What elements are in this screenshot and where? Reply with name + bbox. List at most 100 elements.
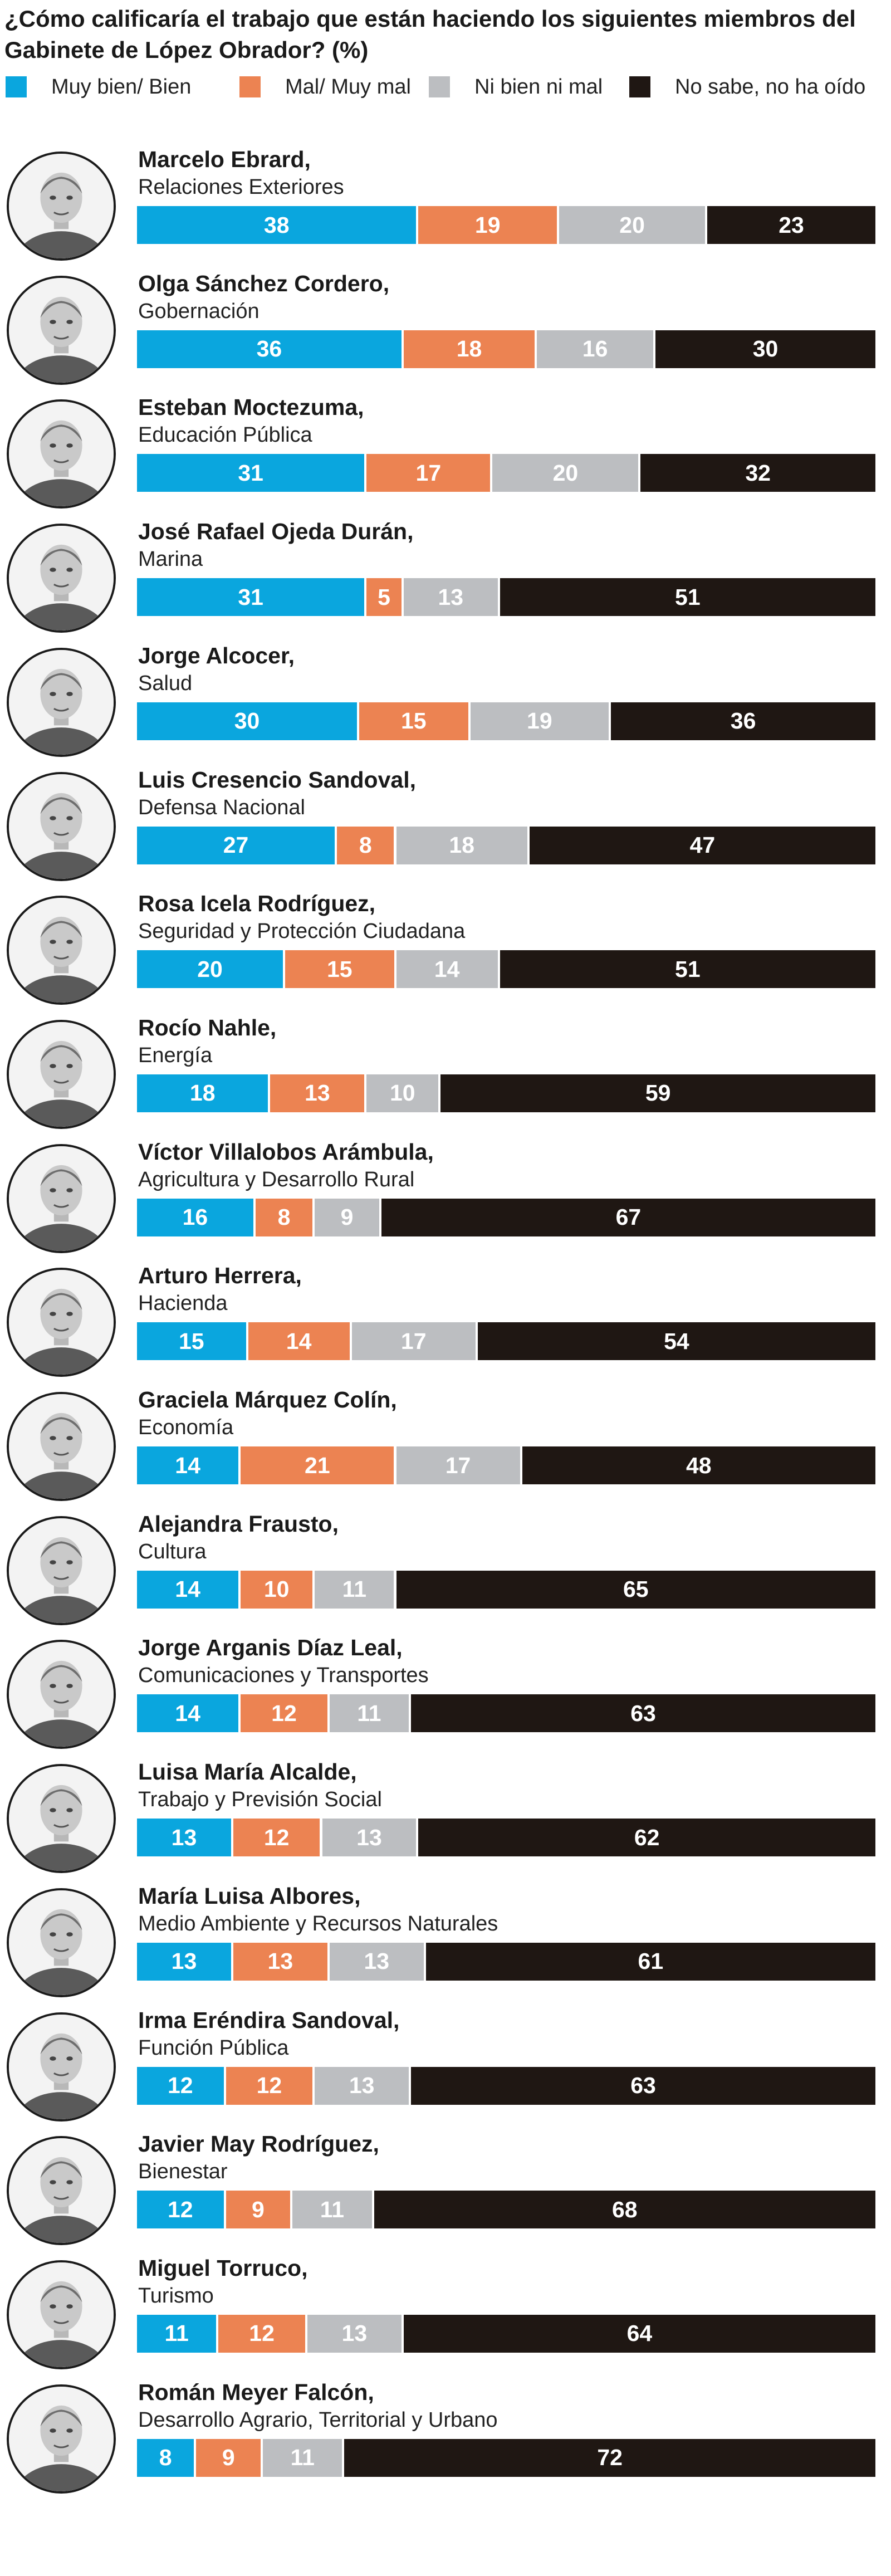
portrait-icon xyxy=(9,1642,114,1747)
avatar xyxy=(7,1764,116,1874)
member-ministry: Función Pública xyxy=(138,2036,289,2060)
member-ministry: Energía xyxy=(138,1043,213,1067)
portrait-icon xyxy=(9,2262,114,2367)
avatar xyxy=(7,647,116,757)
portrait-icon xyxy=(9,649,114,755)
bar-segment: 64 xyxy=(403,2314,875,2353)
bar-segment: 13 xyxy=(307,2314,402,2353)
legend-label: No sabe, no ha oído xyxy=(675,75,866,99)
member-name: Marcelo Ebrard, xyxy=(138,146,311,172)
chart-title: ¿Cómo calificaría el trabajo que están h… xyxy=(4,6,856,63)
member-ministry: Economía xyxy=(138,1416,234,1439)
bar-segment: 51 xyxy=(500,950,875,989)
cabinet-member-row: Miguel Torruco, Turismo 11 12 13 64 xyxy=(0,2252,891,2376)
bar-segment: 54 xyxy=(477,1322,875,1361)
bar-segment: 9 xyxy=(226,2191,291,2229)
cabinet-member-row: Rocío Nahle, Energía 18 13 10 59 xyxy=(0,1012,891,1136)
member-name: Javier May Rodríguez, xyxy=(138,2131,379,2157)
stacked-bar: 30 15 19 36 xyxy=(136,702,877,740)
bar-segment: 15 xyxy=(285,950,394,989)
bar-segment: 17 xyxy=(396,1446,520,1484)
cabinet-member-row: Alejandra Frausto, Cultura 14 10 11 65 xyxy=(0,1508,891,1632)
bar-segment: 11 xyxy=(292,2191,372,2229)
cabinet-member-row: Esteban Moctezuma, Educación Pública 31 17 2… xyxy=(0,392,891,515)
portrait-icon xyxy=(9,1518,114,1623)
bar-segment: 9 xyxy=(196,2438,261,2477)
bar-segment: 13 xyxy=(137,1819,231,1857)
portrait-icon xyxy=(9,2014,114,2119)
bar-segment: 32 xyxy=(640,454,875,492)
bar-segment: 13 xyxy=(315,2066,409,2105)
stacked-bar: 11 12 13 64 xyxy=(136,2314,877,2353)
portrait-icon xyxy=(9,154,114,258)
portrait-icon xyxy=(9,1270,114,1375)
bar-segment: 30 xyxy=(655,330,875,368)
bar-segment: 11 xyxy=(329,1694,409,1733)
member-name: María Luisa Albores, xyxy=(138,1883,361,1909)
bar-segment: 65 xyxy=(396,1570,875,1609)
bar-segment: 20 xyxy=(137,950,283,989)
avatar xyxy=(7,275,116,385)
cabinet-member-row: Marcelo Ebrard, Relaciones Exteriores 38 19… xyxy=(0,144,891,267)
bar-segment: 13 xyxy=(270,1074,365,1112)
avatar xyxy=(7,1143,116,1253)
portrait-icon xyxy=(9,526,114,631)
legend-swatch xyxy=(429,76,450,97)
avatar xyxy=(7,1019,116,1129)
avatar xyxy=(7,399,116,509)
bar-segment: 63 xyxy=(411,2066,875,2105)
bar-segment: 12 xyxy=(218,2314,305,2353)
bar-segment: 14 xyxy=(248,1322,350,1361)
bar-segment: 14 xyxy=(137,1570,239,1609)
legend-swatch xyxy=(6,76,27,97)
avatar xyxy=(7,2136,116,2246)
bar-segment: 17 xyxy=(351,1322,476,1361)
cabinet-member-row: Román Meyer Falcón, Desarrollo Agrario, T… xyxy=(0,2377,891,2500)
cabinet-member-row: Rosa Icela Rodríguez, Seguridad y Protecc… xyxy=(0,888,891,1011)
bar-segment: 12 xyxy=(137,2191,224,2229)
bar-segment: 15 xyxy=(137,1322,246,1361)
member-ministry: Turismo xyxy=(138,2284,214,2308)
stacked-bar: 12 12 13 63 xyxy=(136,2066,877,2105)
cabinet-member-row: Javier May Rodríguez, Bienestar 12 9 11 68 xyxy=(0,2128,891,2252)
bar-segment: 59 xyxy=(440,1074,875,1112)
avatar xyxy=(7,1888,116,1997)
bar-segment: 11 xyxy=(263,2438,342,2477)
stacked-bar: 14 12 11 63 xyxy=(136,1694,877,1733)
avatar xyxy=(7,2012,116,2122)
legend-label: Ni bien ni mal xyxy=(474,75,603,99)
member-name: José Rafael Ojeda Durán, xyxy=(138,519,414,545)
stacked-bar: 20 15 14 51 xyxy=(136,950,877,989)
cabinet-member-row: Víctor Villalobos Arámbula, Agricultura y… xyxy=(0,1136,891,1260)
member-ministry: Gobernación xyxy=(138,299,260,323)
member-name: Víctor Villalobos Arámbula, xyxy=(138,1138,434,1165)
cabinet-member-row: Olga Sánchez Cordero, Gobernación 36 18 16 30 xyxy=(0,268,891,392)
portrait-icon xyxy=(9,774,114,879)
bar-segment: 20 xyxy=(492,454,639,492)
member-name: Olga Sánchez Cordero, xyxy=(138,270,390,296)
bar-segment: 16 xyxy=(537,330,653,368)
member-name: Arturo Herrera, xyxy=(138,1263,302,1289)
stacked-bar: 38 19 20 23 xyxy=(136,206,877,244)
bar-segment: 18 xyxy=(137,1074,268,1112)
bar-segment: 47 xyxy=(529,826,875,864)
avatar xyxy=(7,2384,116,2494)
portrait-icon xyxy=(9,277,114,383)
portrait-icon xyxy=(9,1766,114,1871)
bar-segment: 51 xyxy=(500,578,875,617)
cabinet-member-row: Luisa María Alcalde, Trabajo y Previsión … xyxy=(0,1756,891,1880)
cabinet-member-row: José Rafael Ojeda Durán, Marina 31 5 13 51 xyxy=(0,516,891,639)
bar-segment: 13 xyxy=(322,1819,417,1857)
bar-segment: 10 xyxy=(366,1074,439,1112)
member-name: Irma Eréndira Sandoval, xyxy=(138,2007,400,2033)
bar-segment: 5 xyxy=(366,578,402,617)
bar-segment: 20 xyxy=(559,206,706,244)
member-ministry: Educación Pública xyxy=(138,423,312,447)
member-ministry: Trabajo y Previsión Social xyxy=(138,1788,382,1812)
member-ministry: Hacienda xyxy=(138,1292,228,1316)
legend-label: Muy bien/ Bien xyxy=(51,75,192,99)
cabinet-member-row: Arturo Herrera, Hacienda 15 14 17 54 xyxy=(0,1260,891,1384)
avatar xyxy=(7,896,116,1005)
stacked-bar: 15 14 17 54 xyxy=(136,1322,877,1361)
bar-segment: 13 xyxy=(403,578,498,617)
